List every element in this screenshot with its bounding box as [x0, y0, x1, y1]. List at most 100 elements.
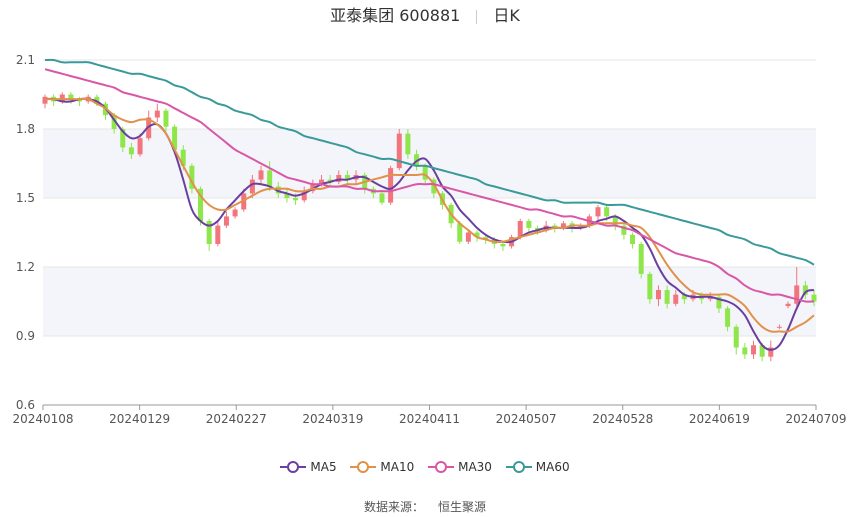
y-tick-label: 1.8	[16, 122, 35, 136]
candle-body	[154, 110, 160, 118]
legend-item-ma5[interactable]: MA5	[280, 458, 337, 476]
moving-average-lines	[44, 58, 815, 351]
candle-body	[595, 207, 601, 217]
candle-body	[293, 198, 299, 201]
y-axis-labels: 0.6 0.9 1.2 1.5 1.8 2.1	[16, 53, 35, 412]
legend-label-ma30: MA30	[458, 460, 492, 474]
x-tick-label: 20240619	[689, 412, 750, 426]
candle-body	[77, 99, 83, 102]
x-tick-label: 20240319	[302, 412, 363, 426]
candle-body	[630, 234, 636, 244]
candle-body	[163, 110, 169, 127]
candle-body	[388, 168, 394, 203]
ma30-line	[44, 68, 815, 303]
ma60-legend-marker	[505, 461, 532, 473]
source-value: 恒生聚源	[438, 500, 487, 514]
candle-body	[310, 184, 316, 192]
candle-body	[68, 94, 74, 100]
candle-body	[725, 308, 731, 327]
x-tick-label: 20240129	[109, 412, 170, 426]
data-source: 数据来源： 恒生聚源	[0, 498, 850, 515]
candle-body	[664, 290, 670, 304]
candle-body	[137, 138, 143, 155]
legend-label-ma10: MA10	[380, 460, 415, 474]
candle-body	[215, 225, 221, 244]
candle-body	[457, 223, 463, 242]
candle-body	[198, 188, 204, 221]
candle-body	[405, 133, 411, 155]
candle-body	[59, 94, 65, 102]
ma10-legend-marker	[350, 461, 377, 473]
title-divider	[476, 9, 478, 24]
candle-body	[560, 223, 566, 228]
candle-body	[111, 115, 117, 129]
candle-body	[707, 296, 713, 300]
period-label: 日K	[493, 6, 520, 25]
candle-body	[794, 285, 800, 304]
band	[43, 267, 816, 336]
candle-body	[258, 170, 264, 180]
candle-body	[327, 179, 333, 182]
candle-body	[500, 244, 506, 247]
x-tick-label: 20240227	[206, 412, 267, 426]
candle-body	[647, 273, 653, 300]
candle-body	[638, 244, 644, 274]
candle-body	[422, 165, 428, 180]
ma30-legend-marker	[428, 461, 455, 473]
candle-body	[802, 285, 808, 295]
chart-header: 亚泰集团 600881 日K	[0, 5, 850, 27]
candle-body	[301, 191, 307, 201]
legend-item-ma60[interactable]: MA60	[505, 458, 570, 476]
candle-body	[733, 326, 739, 348]
background-bands	[43, 129, 816, 336]
candle-body	[267, 170, 273, 187]
candle-body	[785, 303, 791, 307]
candle-body	[241, 193, 247, 210]
candle-body	[42, 96, 48, 104]
candle-body	[275, 186, 281, 194]
candle-body	[517, 221, 523, 238]
x-tick-label: 20240411	[399, 412, 460, 426]
candle-body	[318, 179, 324, 185]
candle-body	[206, 221, 212, 244]
candle-body	[94, 96, 100, 104]
ma60-line	[44, 58, 815, 266]
candle-body	[120, 129, 126, 148]
candle-body	[249, 179, 255, 194]
candle-body	[578, 225, 584, 228]
candle-body	[483, 237, 489, 240]
candle-body	[180, 149, 186, 166]
candle-body	[552, 225, 558, 228]
candle-body	[759, 345, 765, 357]
candlestick-chart: 0.60.91.21.51.82.1 20240108 20240129 20240…	[12, 53, 846, 426]
candle-body	[465, 232, 471, 242]
candle-body	[604, 207, 610, 217]
candle-body	[232, 209, 238, 217]
candle-body	[621, 225, 627, 235]
candle-body	[223, 216, 229, 226]
candle-body	[379, 193, 385, 203]
candle-body	[742, 347, 748, 355]
candle-body	[431, 179, 437, 194]
legend-label-ma60: MA60	[535, 460, 570, 474]
y-tick-label: 2.1	[16, 53, 35, 67]
candle-body	[612, 216, 618, 226]
chart-title: 亚泰集团 600881	[330, 6, 461, 25]
x-tick-label: 20240108	[12, 412, 73, 426]
candle-body	[681, 294, 687, 300]
legend-item-ma10[interactable]: MA10	[350, 458, 414, 476]
candle-body	[344, 175, 350, 180]
candle-body	[811, 294, 817, 302]
candle-body	[535, 227, 541, 231]
gridlines	[43, 59, 816, 406]
ma10-line	[45, 97, 815, 333]
candle-body	[526, 221, 532, 228]
y-tick-label: 1.5	[16, 191, 35, 205]
candle-body	[396, 133, 402, 169]
legend-label-ma5: MA5	[310, 460, 337, 474]
ma5-legend-marker	[280, 461, 307, 473]
legend-item-ma30[interactable]: MA30	[428, 458, 492, 476]
candle-body	[673, 294, 679, 304]
candle-body	[716, 296, 722, 309]
y-tick-label: 0.6	[16, 398, 35, 412]
